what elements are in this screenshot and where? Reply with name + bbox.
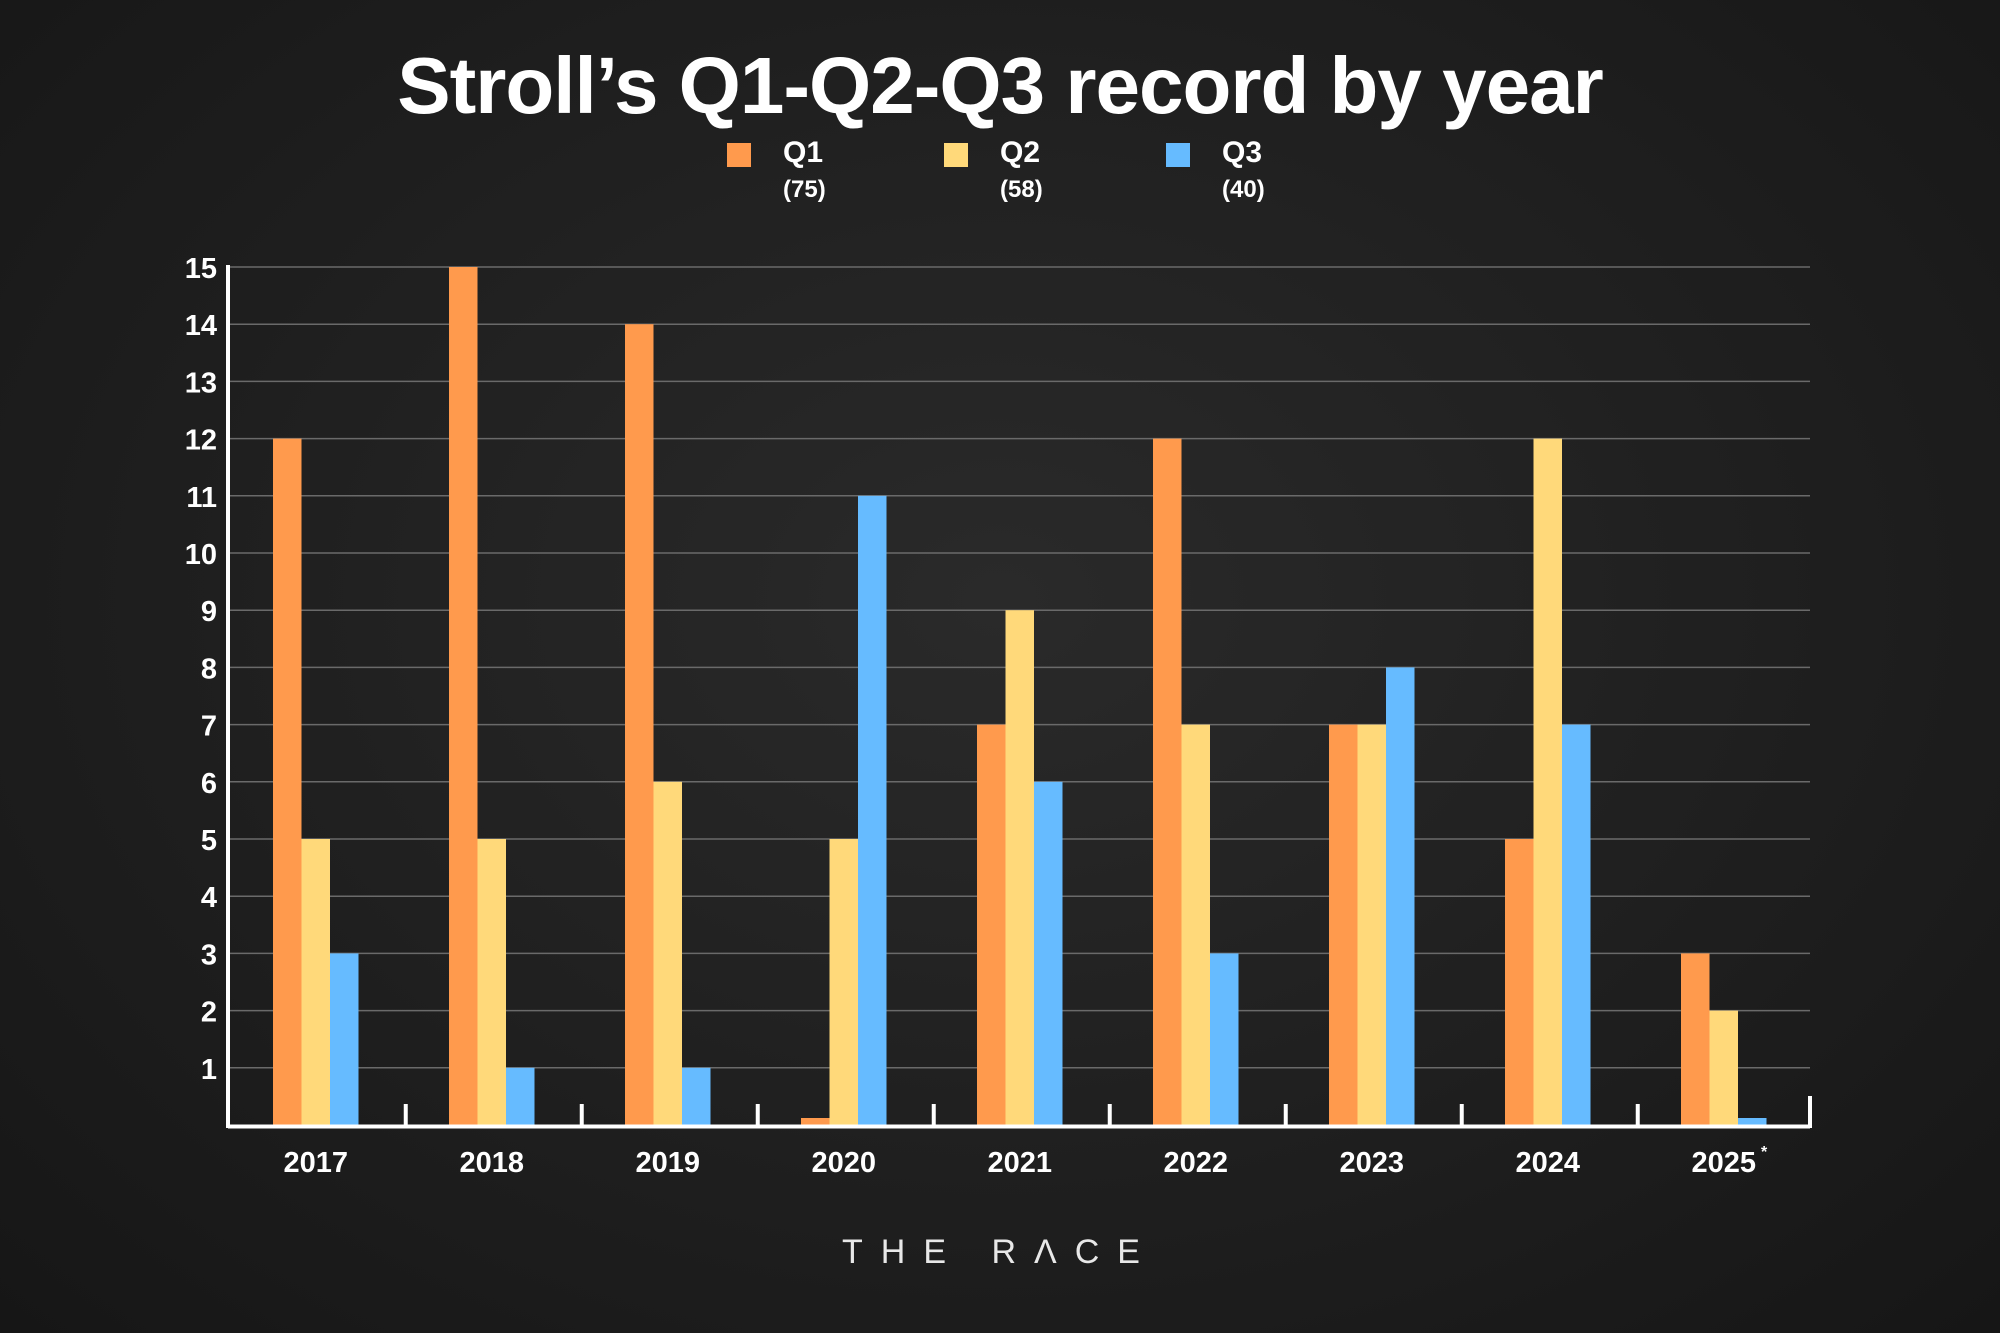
bar-q2-2020 [829,839,858,1125]
bar-q2-2024 [1533,438,1562,1126]
y-tick-label-8: 8 [201,653,217,685]
axes [226,265,1812,1129]
bar-q2-2025 [1709,1010,1738,1125]
bar-q2-2018 [477,839,506,1125]
y-tick-label-3: 3 [201,939,217,971]
legend-label-q1: Q1 [783,136,824,169]
legend-total-q1: (75) [783,176,826,203]
bar-q2-2023 [1357,724,1386,1125]
bar-q1-2018 [449,267,478,1125]
legend-swatch-q2 [944,143,968,167]
y-tick-label-14: 14 [185,310,217,342]
y-tick-label-6: 6 [201,768,217,800]
chart-title: Stroll’s Q1-Q2-Q3 record by year [397,41,1604,130]
bar-q1-2023 [1329,724,1358,1125]
x-tick-label-2018: 2018 [459,1147,524,1179]
y-tick-label-1: 1 [201,1054,217,1086]
x-tick-label-2025: 2025 [1691,1147,1756,1179]
bar-q3-2022 [1210,953,1239,1125]
bar-q3-2019 [682,1067,711,1125]
chart-legend: Q1 (75) Q2 (58) Q3 (40) [0,135,2000,215]
bar-q2-2021 [1005,610,1034,1125]
legend-label-q3: Q3 [1222,136,1263,169]
bar-q1-2019 [625,324,654,1125]
legend-swatch-q3 [1166,143,1190,167]
x-tick-label-2024: 2024 [1515,1147,1580,1179]
x-tick-label-2022: 2022 [1163,1147,1228,1179]
legend-swatch-q1 [727,143,751,167]
bar-q3-2024 [1562,724,1591,1125]
y-tick-label-4: 4 [201,882,217,914]
legend-total-q2: (58) [1000,176,1043,203]
bar-q1-2021 [977,724,1006,1125]
x-tick-label-2020: 2020 [811,1147,876,1179]
legend-total-q3: (40) [1222,176,1265,203]
x-tick-label-2017: 2017 [283,1147,348,1179]
bar-q3-2018 [506,1067,535,1125]
y-tick-label-15: 15 [185,253,217,285]
category-footnote-mark: * [1761,1144,1768,1161]
bar-q1-2022 [1153,438,1182,1126]
bar-q1-2024 [1505,839,1534,1125]
y-tick-label-12: 12 [185,425,217,457]
y-tick-label-2: 2 [201,997,217,1029]
bar-q3-2020 [858,495,887,1125]
bar-q1-2017 [273,438,302,1126]
bar-q2-2022 [1181,724,1210,1125]
y-tick-label-10: 10 [185,539,217,571]
bar-q1-2025 [1681,953,1710,1125]
brand-logo: THE RΛCE [842,1233,1158,1271]
x-tick-label-2019: 2019 [635,1147,700,1179]
y-tick-label-9: 9 [201,596,217,628]
bar-q3-2023 [1386,667,1415,1125]
bar-q1-2020 [801,1118,830,1125]
bar-q2-2017 [301,839,330,1125]
y-tick-label-11: 11 [186,482,217,514]
bar-q3-2021 [1034,781,1063,1125]
legend-label-q2: Q2 [1000,136,1041,169]
y-tick-label-13: 13 [185,367,217,399]
x-tick-label-2023: 2023 [1339,1147,1404,1179]
bar-q2-2019 [653,781,682,1125]
bar-q3-2017 [330,953,359,1125]
y-tick-label-5: 5 [201,825,217,857]
bar-q3-2025 [1738,1118,1767,1125]
bars [273,267,1767,1126]
x-tick-label-2021: 2021 [987,1147,1052,1179]
y-tick-label-7: 7 [201,711,217,743]
